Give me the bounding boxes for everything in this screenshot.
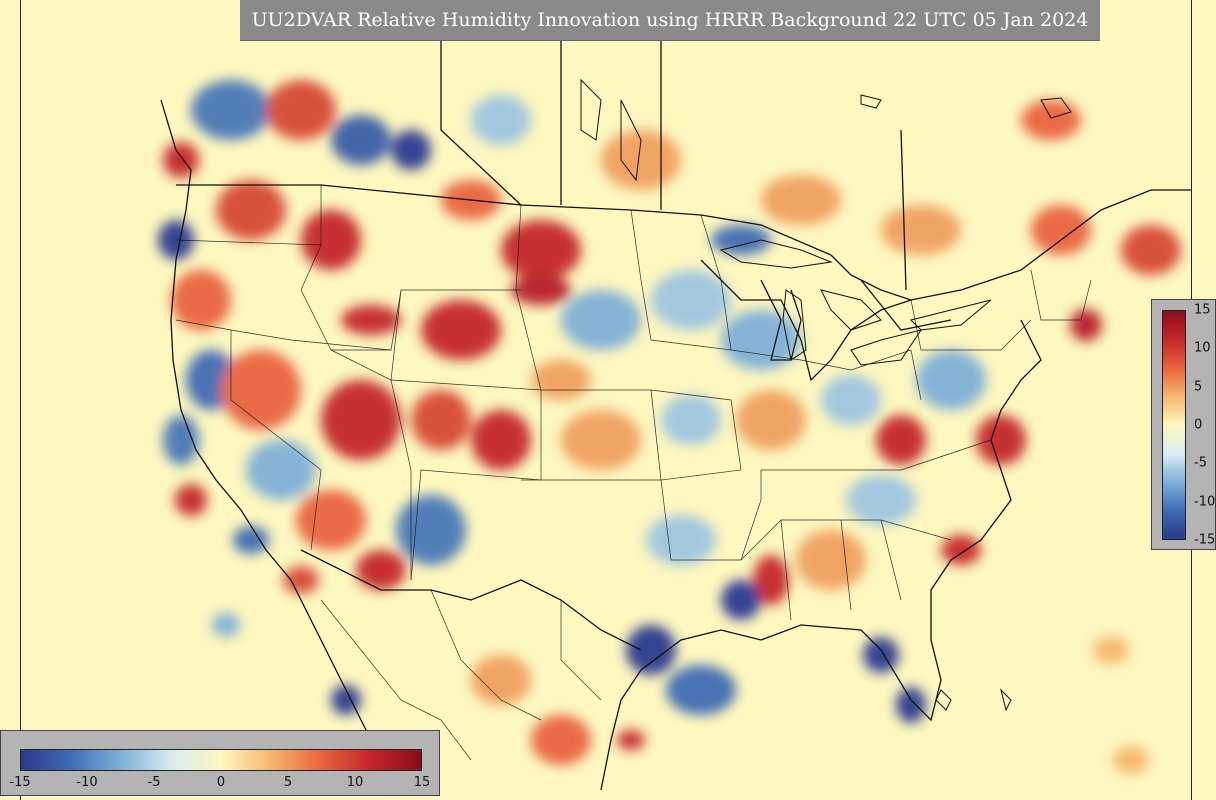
humidity-innovation-map	[21, 0, 1191, 800]
map-title: UU2DVAR Relative Humidity Innovation usi…	[240, 0, 1100, 41]
vertical-colorbar-tick: 10	[1194, 340, 1211, 356]
horizontal-colorbar-gradient	[20, 749, 422, 771]
vertical-colorbar-tick: -5	[1194, 455, 1207, 471]
horizontal-colorbar-tick: -5	[147, 775, 161, 790]
horizontal-colorbar: -15 -10 -5 0 5 10 15	[0, 730, 440, 796]
vertical-colorbar-tick: -10	[1194, 494, 1216, 510]
horizontal-colorbar-tick: 10	[346, 775, 364, 790]
map-area	[20, 0, 1192, 800]
vertical-colorbar-tick: 0	[1194, 417, 1203, 433]
horizontal-colorbar-tick: 15	[413, 775, 431, 790]
vertical-colorbar-tick: 5	[1194, 379, 1203, 395]
horizontal-colorbar-tick: -15	[9, 775, 31, 790]
vertical-colorbar-gradient	[1162, 310, 1186, 540]
vertical-colorbar-tick: 15	[1194, 302, 1211, 318]
horizontal-colorbar-tick: -10	[76, 775, 98, 790]
vertical-colorbar: 15 10 5 0 -5 -10 -15	[1151, 299, 1216, 550]
vertical-colorbar-tick: -15	[1194, 532, 1216, 548]
horizontal-colorbar-tick: 0	[216, 775, 226, 790]
horizontal-colorbar-tick: 5	[283, 775, 293, 790]
